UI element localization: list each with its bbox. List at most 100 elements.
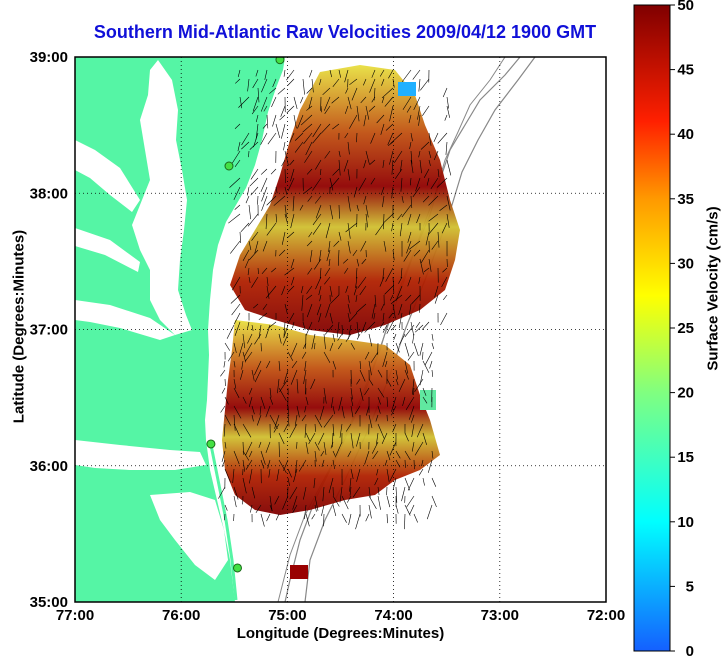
velocity-vector [364, 351, 370, 360]
velocity-vector [386, 450, 391, 461]
velocity-vector [273, 195, 286, 206]
velocity-vector [348, 312, 358, 323]
velocity-vector [338, 204, 340, 219]
velocity-vector [415, 324, 424, 333]
velocity-vector [224, 468, 231, 483]
velocity-vector [395, 369, 399, 380]
velocity-vector [242, 423, 252, 438]
velocity-vector [308, 432, 316, 445]
velocity-vector [404, 504, 411, 516]
velocity-vector [252, 78, 259, 89]
x-tick-label: 75:00 [268, 607, 306, 624]
velocity-vector [387, 141, 394, 147]
radar-site-marker [275, 57, 285, 65]
x-tick-label: 74:00 [374, 607, 412, 624]
velocity-vector [272, 114, 277, 127]
velocity-vector [418, 276, 421, 284]
velocity-vector [262, 123, 268, 129]
velocity-vector [356, 105, 360, 122]
velocity-vector [341, 324, 343, 336]
velocity-vector [241, 141, 250, 150]
velocity-vector [441, 276, 448, 287]
velocity-vector [329, 177, 340, 189]
velocity-vector [286, 105, 295, 114]
velocity-vector [418, 78, 421, 92]
velocity-vector [418, 150, 421, 158]
velocity-vector [248, 276, 251, 283]
velocity-vector [284, 213, 288, 225]
velocity-vector [320, 450, 325, 457]
velocity-cell-south-green [420, 390, 436, 410]
velocity-vector [428, 150, 432, 158]
velocity-vector [318, 312, 322, 323]
velocity-vector [325, 303, 331, 318]
velocity-vector [356, 132, 358, 143]
velocity-vector [361, 258, 367, 265]
velocity-vector [386, 396, 388, 407]
velocity-vector [392, 249, 395, 261]
velocity-vector [416, 423, 424, 438]
velocity-vector [364, 321, 376, 333]
velocity-vector [368, 378, 374, 386]
velocity-vector [345, 333, 352, 342]
velocity-vector [391, 186, 394, 199]
velocity-vector [294, 141, 304, 153]
velocity-vector [332, 504, 337, 517]
velocity-vector [322, 87, 331, 96]
velocity-vector [279, 378, 289, 393]
velocity-vector [283, 324, 289, 339]
velocity-vector [329, 69, 332, 78]
velocity-vector [261, 186, 268, 202]
velocity-vector [242, 249, 250, 261]
velocity-vector [248, 396, 253, 408]
velocity-vector [424, 351, 433, 366]
velocity-vector [429, 360, 433, 369]
velocity-vector [428, 195, 439, 206]
velocity-vector [272, 78, 277, 88]
velocity-vector [386, 378, 392, 387]
velocity-vector [397, 213, 403, 221]
velocity-vector [380, 303, 385, 311]
velocity-vector [260, 459, 265, 469]
velocity-vector [374, 477, 379, 486]
velocity-vector [379, 69, 385, 77]
velocity-vector [339, 486, 343, 503]
velocity-vector [228, 213, 241, 224]
velocity-vector [221, 459, 226, 468]
velocity-vector [387, 132, 394, 146]
velocity-vector [337, 333, 343, 341]
velocity-vector [248, 240, 252, 251]
colorbar-tick-label: 5 [686, 578, 694, 595]
velocity-vector [347, 141, 350, 155]
velocity-vector [248, 150, 250, 158]
velocity-vector [431, 342, 435, 350]
velocity-vector [289, 159, 295, 166]
velocity-vector [413, 249, 421, 257]
velocity-vector [294, 414, 298, 426]
velocity-vector [420, 78, 430, 91]
x-tick-labels: 77:00 76:00 75:00 74:00 73:00 72:00 [56, 607, 625, 624]
velocity-vector [414, 378, 424, 392]
velocity-vector [376, 432, 379, 445]
velocity-vector [233, 186, 241, 200]
velocity-vector [356, 258, 360, 267]
velocity-vector [433, 132, 439, 143]
velocity-vector [365, 150, 370, 165]
velocity-vector [271, 267, 277, 273]
velocity-vector [412, 69, 421, 80]
velocity-vector [292, 321, 295, 329]
colorbar-tick-label: 10 [677, 514, 694, 531]
velocity-vector [245, 459, 253, 470]
velocity-vector [223, 360, 226, 368]
velocity-vector [350, 432, 354, 449]
velocity-vector [401, 69, 412, 83]
velocity-vector [281, 231, 286, 245]
velocity-vector [318, 285, 322, 296]
colorbar-tick-label: 40 [677, 126, 694, 143]
velocity-vector [365, 105, 370, 120]
velocity-vector [245, 351, 253, 362]
velocity-vector [332, 78, 340, 87]
velocity-vector [338, 396, 343, 411]
velocity-vector [422, 387, 427, 396]
velocity-vector [345, 222, 358, 233]
